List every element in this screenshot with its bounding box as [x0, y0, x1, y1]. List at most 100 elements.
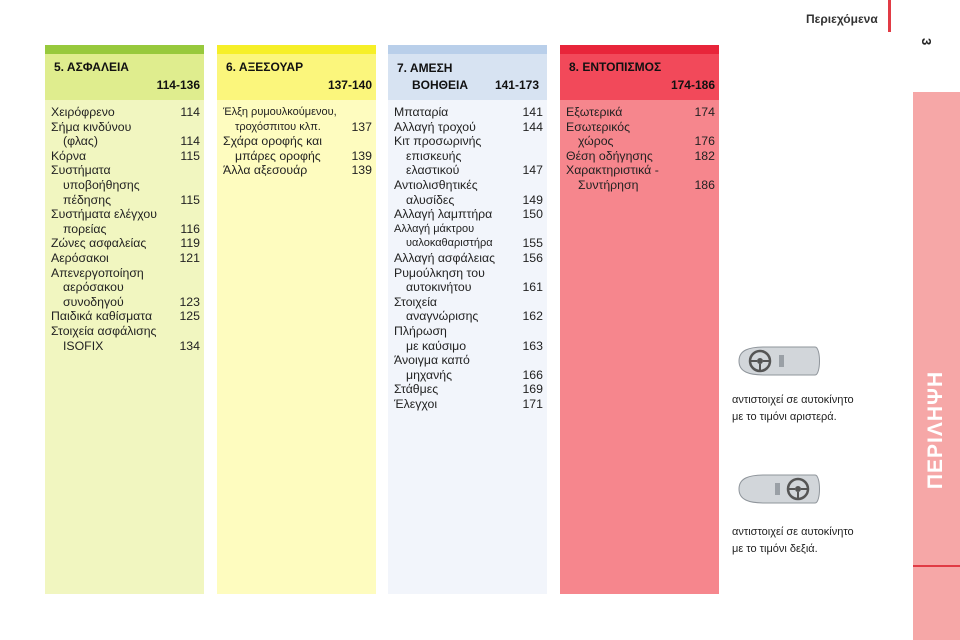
toc-entry-label: Αντιολισθητικές — [394, 177, 478, 192]
section-header[interactable]: 5. ΑΣΦΑΛΕΙΑ 114-136 — [45, 54, 204, 100]
section-header[interactable]: 7. ΑΜΕΣΗ ΒΟΗΘΕΙΑ 141-173 — [388, 54, 547, 100]
legend-note-right-drive: αντιστοιχεί σε αυτοκίνητο με το τιμόνι δ… — [732, 524, 902, 558]
section-header[interactable]: 6. ΑΞΕΣΟΥΑΡ 137-140 — [217, 54, 376, 100]
toc-entry[interactable]: Ζώνες ασφαλείας 119 — [51, 236, 200, 251]
section-entries: Εξωτερικά 174 Εσωτερικός χώρος 176 Θέση οδήγη… — [560, 100, 719, 193]
toc-entry[interactable]: Έλξη ρυμουλκούμενου, τροχόσπιτου κλπ. 137 — [223, 105, 372, 134]
toc-entry-label: Εσωτερικός — [566, 119, 631, 134]
toc-entry-page: 174 — [694, 105, 715, 119]
toc-entry[interactable]: Σχάρα οροφής και μπάρες οροφής 139 — [223, 134, 372, 163]
side-tab: ΠΕΡΙΛΗΨΗ — [914, 300, 958, 560]
legend-note-left-drive: αντιστοιχεί σε αυτοκίνητο με το τιμόνι α… — [732, 392, 902, 426]
toc-entry-label: μπάρες οροφής — [235, 148, 321, 163]
toc-entry-page: 114 — [180, 134, 200, 149]
toc-entry-page: 123 — [179, 294, 200, 309]
toc-entry-page: 134 — [179, 338, 200, 353]
toc-entry-label: Χαρακτηριστικά - — [566, 163, 659, 178]
section-header[interactable]: 8. ΕΝΤΟΠΙΣΜΟΣ 174-186 — [560, 54, 719, 100]
toc-entry-label: Στάθμες — [394, 382, 439, 397]
toc-entry-page: 182 — [694, 148, 715, 163]
toc-entry-page: 121 — [179, 250, 200, 265]
toc-entry[interactable]: Πλήρωση με καύσιμο 163 — [394, 324, 543, 353]
toc-entry[interactable]: Εξωτερικά 174 — [566, 105, 715, 120]
toc-entry-page: 115 — [180, 148, 200, 163]
toc-entry-label: Χειρόφρενο — [51, 105, 115, 119]
toc-entry-page: 147 — [522, 163, 543, 178]
toc-entry-label: Άνοιγμα καπό — [394, 353, 470, 368]
side-tab-divider — [913, 565, 960, 567]
toc-entry-page: 139 — [351, 163, 372, 178]
toc-entry-page: 137 — [351, 119, 372, 134]
toc-entry-page: 163 — [522, 338, 543, 353]
toc-entry[interactable]: Συστήματα υποβοήθησης πέδησης 115 — [51, 163, 200, 207]
toc-entry[interactable]: Συστήματα ελέγχου πορείας 116 — [51, 207, 200, 236]
toc-entry-label: πέδησης — [63, 192, 112, 207]
toc-entry[interactable]: Αλλαγή τροχού 144 — [394, 120, 543, 135]
toc-entry[interactable]: Κιτ προσωρινής επισκευής ελαστικού 147 — [394, 134, 543, 178]
toc-entry-page: 125 — [179, 309, 200, 324]
toc-entry-label: (φλας) — [63, 134, 98, 149]
section-page-range: 174-186 — [670, 78, 715, 92]
toc-entry[interactable]: Άλλα αξεσουάρ 139 — [223, 163, 372, 178]
note-line: με το τιμόνι δεξιά. — [732, 543, 818, 555]
toc-entry[interactable]: Αλλαγή ασφάλειας 156 — [394, 251, 543, 266]
toc-entry[interactable]: Έλεγχοι 171 — [394, 397, 543, 412]
toc-entry-label: Συστήματα ελέγχου — [51, 207, 157, 222]
toc-entry-page: 166 — [522, 367, 543, 382]
toc-entry-label: Άλλα αξεσουάρ — [223, 163, 308, 178]
toc-entry-page: 119 — [180, 236, 200, 251]
toc-entry[interactable]: Χαρακτηριστικά - Συντήρηση 186 — [566, 163, 715, 192]
toc-entry-label: Κιτ προσωρινής — [394, 134, 482, 149]
section-entries: Μπαταρία 141 Αλλαγή τροχού 144 Κιτ προσωρινή… — [388, 100, 547, 411]
toc-entry[interactable]: Απενεργοποίηση αερόσακου συνοδηγού 123 — [51, 266, 200, 310]
toc-entry-page: 156 — [522, 250, 543, 265]
section-title-line1: 7. ΑΜΕΣΗ — [397, 61, 453, 75]
toc-entry[interactable]: Στάθμες 169 — [394, 382, 543, 397]
note-line: αντιστοιχεί σε αυτοκίνητο — [732, 526, 854, 538]
toc-entry[interactable]: Ρυμούλκηση του αυτοκινήτου 161 — [394, 266, 543, 295]
toc-entry[interactable]: Εσωτερικός χώρος 176 — [566, 120, 715, 149]
toc-entry[interactable]: Θέση οδήγησης 182 — [566, 149, 715, 164]
toc-entry-page: 155 — [522, 236, 543, 251]
toc-entry-label: Στοιχεία — [394, 294, 438, 309]
toc-entry-page: 139 — [351, 148, 372, 163]
toc-entry[interactable]: Παιδικά καθίσματα 125 — [51, 309, 200, 324]
toc-entry[interactable]: Αλλαγή μάκτρου υαλοκαθαριστήρα 155 — [394, 222, 543, 251]
toc-entry[interactable]: Χειρόφρενο 114 — [51, 105, 200, 120]
side-tab-band — [913, 92, 960, 640]
toc-entry[interactable]: Αντιολισθητικές αλυσίδες 149 — [394, 178, 543, 207]
toc-entry-label: αλυσίδες — [406, 192, 455, 207]
side-tab-label: ΠΕΡΙΛΗΨΗ — [924, 370, 947, 490]
toc-entry-label: αυτοκινήτου — [406, 280, 472, 295]
page-number: 3 — [919, 38, 934, 46]
section-title: 6. ΑΞΕΣΟΥΑΡ — [226, 60, 304, 74]
toc-entry-label: Συστήματα — [51, 163, 111, 178]
toc-entry[interactable]: Στοιχεία ασφάλισης ISOFIX 134 — [51, 324, 200, 353]
toc-entry-label: Πλήρωση — [394, 323, 447, 338]
toc-entry-page: 144 — [522, 119, 543, 134]
toc-entry[interactable]: Άνοιγμα καπό μηχανής 166 — [394, 353, 543, 382]
section-accessories: 6. ΑΞΕΣΟΥΑΡ 137-140 Έλξη ρυμουλκούμενου,… — [217, 45, 376, 594]
toc-entry[interactable]: Κόρνα 115 — [51, 149, 200, 164]
toc-entry-label: Απενεργοποίηση — [51, 265, 144, 280]
toc-entry-label: ISOFIX — [63, 338, 104, 353]
toc-entry[interactable]: Στοιχεία αναγνώρισης 162 — [394, 295, 543, 324]
toc-entry-page: 171 — [522, 396, 543, 411]
toc-entry-page: 116 — [180, 221, 200, 236]
toc-entry-label: Έλξη ρυμουλκούμενου, — [223, 106, 337, 118]
page-header-title: Περιεχόμενα — [806, 12, 878, 26]
section-color-strip — [217, 45, 376, 54]
toc-entry-label: αναγνώρισης — [406, 309, 479, 324]
toc-entry-label: συνοδηγού — [63, 294, 124, 309]
toc-entry-label: επισκευής — [406, 148, 462, 163]
toc-entry[interactable]: Σήμα κινδύνου (φλας) 114 — [51, 120, 200, 149]
toc-entry-label: Ρυμούλκηση του — [394, 265, 485, 280]
toc-entry[interactable]: Αερόσακοι 121 — [51, 251, 200, 266]
toc-entry-label: Αλλαγή τροχού — [394, 119, 476, 134]
section-page-range: 137-140 — [327, 78, 372, 92]
toc-entry-label: Μπαταρία — [394, 105, 449, 119]
toc-entry-page: 114 — [180, 105, 200, 119]
toc-entry-label: Αλλαγή μάκτρου — [394, 222, 475, 235]
toc-entry[interactable]: Μπαταρία 141 — [394, 105, 543, 120]
toc-entry[interactable]: Αλλαγή λαμπτήρα 150 — [394, 207, 543, 222]
